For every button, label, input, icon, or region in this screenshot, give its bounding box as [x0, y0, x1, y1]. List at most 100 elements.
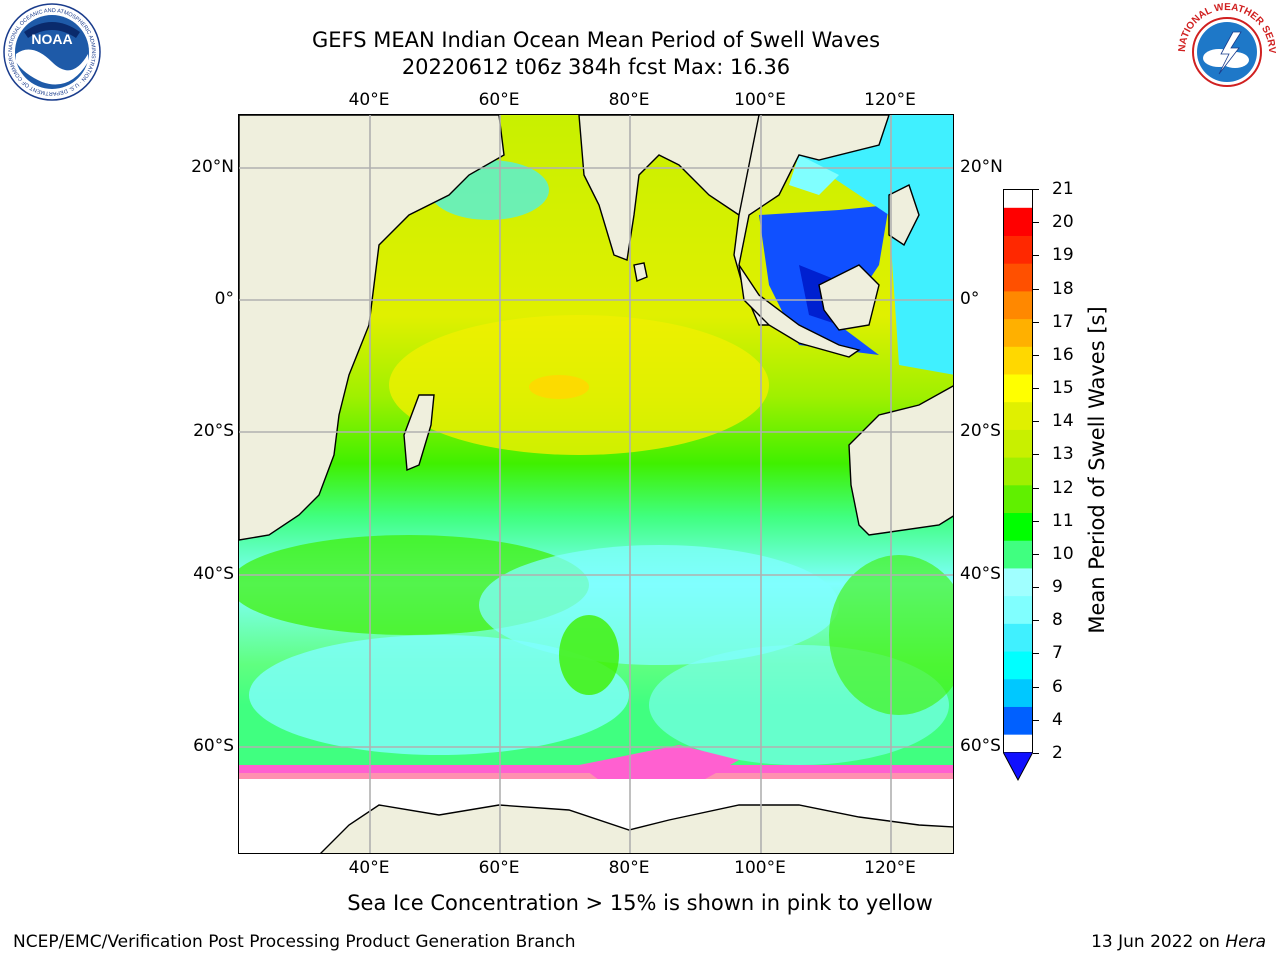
colorbar-segment [1004, 484, 1032, 514]
colorbar-tick-mark [1033, 587, 1039, 589]
colorbar-tick-label: 16 [1052, 344, 1074, 365]
colorbar-tick-label: 12 [1052, 477, 1074, 498]
lat-label-left: 20°N [191, 157, 234, 177]
colorbar-tick-mark [1033, 189, 1039, 190]
colorbar-segment [1004, 374, 1032, 403]
colorbar-segment [1004, 346, 1032, 375]
colorbar-tick-label: 7 [1052, 643, 1063, 664]
lon-label-top: 120°E [864, 90, 916, 110]
colorbar-tick-mark [1033, 354, 1039, 356]
colorbar-tick-label: 18 [1052, 278, 1074, 299]
map-subtitle: 20220612 t06z 384h fcst Max: 16.36 [401, 55, 791, 79]
colorbar-tick-mark [1033, 288, 1039, 290]
swell-patch-cyan [799, 115, 953, 375]
colorbar-tick-mark [1033, 620, 1039, 622]
colorbar [1003, 189, 1033, 753]
colorbar-tick-label: 20 [1052, 212, 1074, 233]
swell-patch-cyan [249, 635, 629, 755]
colorbar-tick-mark [1033, 321, 1039, 323]
lat-label-right: 40°S [960, 564, 1001, 584]
land-sumatra [738, 264, 861, 358]
colorbar-tick-mark [1033, 553, 1039, 555]
colorbar-segment [1004, 457, 1032, 486]
map-panel [238, 114, 954, 854]
colorbar-label: Mean Period of Swell Waves [s] [1085, 306, 1109, 634]
land-borneo [818, 264, 880, 331]
colorbar-segment [1004, 290, 1032, 320]
colorbar-segment [1004, 567, 1032, 597]
grid-lines [239, 115, 953, 853]
colorbar-tick-label: 4 [1052, 709, 1063, 730]
swell-patch-green [559, 615, 619, 695]
colorbar-tick-label: 8 [1052, 610, 1063, 631]
map-title: GEFS MEAN Indian Ocean Mean Period of Sw… [311, 28, 881, 52]
footer-date-text: 13 Jun 2022 on [1091, 932, 1220, 952]
colorbar-segment [1004, 706, 1032, 735]
lon-label-bottom: 40°E [348, 858, 390, 878]
lon-label-top: 60°E [478, 90, 520, 110]
colorbar-tick-mark [1033, 653, 1039, 655]
colorbar-tick-label: 2 [1052, 743, 1063, 763]
lat-label-left: 20°S [193, 421, 234, 441]
colorbar-tick-mark [1033, 255, 1039, 257]
colorbar-tick-label: 10 [1052, 543, 1074, 564]
colorbar-extend-triangle [1003, 752, 1033, 782]
colorbar-tick-mark [1033, 421, 1039, 423]
colorbar-tick-mark [1033, 487, 1039, 489]
colorbar-tick-mark [1033, 686, 1039, 688]
lon-label-bottom: 80°E [608, 858, 650, 878]
sea-ice-caption: Sea Ice Concentration > 15% is shown in … [0, 891, 1280, 915]
lat-label-left: 0° [214, 289, 234, 309]
colorbar-tick-label: 21 [1052, 179, 1074, 199]
lat-label-right: 0° [960, 289, 980, 309]
colorbar-tick-label: 13 [1052, 444, 1074, 465]
colorbar-segment [1004, 429, 1032, 458]
colorbar-tick-mark [1033, 454, 1039, 456]
colorbar-tick-mark [1033, 753, 1039, 754]
swell-period-map [239, 115, 953, 853]
footer-credit: NCEP/EMC/Verification Post Processing Pr… [13, 932, 576, 952]
colorbar-segment [1004, 235, 1032, 264]
lon-label-top: 100°E [734, 90, 786, 110]
colorbar-segment [1004, 651, 1032, 680]
swell-patch-orange [529, 375, 589, 399]
colorbar-tick-mark [1033, 719, 1039, 721]
colorbar-tick-label: 11 [1052, 510, 1074, 531]
nws-logo: NATIONAL WEATHER SERVICE [1177, 2, 1277, 100]
lat-label-left: 40°S [193, 564, 234, 584]
colorbar-segment [1004, 512, 1032, 541]
colorbar-tick-label: 15 [1052, 378, 1074, 399]
colorbar-tick-label: 17 [1052, 311, 1074, 332]
colorbar-segment [1004, 207, 1032, 236]
colorbar-segment [1004, 401, 1032, 430]
colorbar-segment [1004, 678, 1032, 707]
lon-label-top: 80°E [608, 90, 650, 110]
colorbar-tick-label: 6 [1052, 676, 1063, 697]
colorbar-segment [1004, 623, 1032, 652]
lon-label-bottom: 100°E [734, 858, 786, 878]
land-australia [848, 385, 953, 536]
colorbar-tick-label: 9 [1052, 577, 1063, 598]
footer-host: Hera [1225, 932, 1266, 952]
colorbar-segment [1004, 595, 1032, 624]
land-sri-lanka [633, 262, 648, 282]
lon-label-top: 40°E [348, 90, 390, 110]
noaa-logo-text: NOAA [31, 31, 72, 47]
lat-label-right: 20°N [960, 157, 1003, 177]
lon-label-bottom: 120°E [864, 858, 916, 878]
land-philippines [888, 184, 920, 247]
colorbar-tick-mark [1033, 388, 1039, 390]
swell-patch-cyan [789, 155, 839, 195]
colorbar-tick-mark [1033, 222, 1039, 224]
sea-ice-caption-text: Sea Ice Concentration > 15% is shown in … [347, 891, 933, 915]
colorbar-tick-label: 14 [1052, 411, 1074, 432]
noaa-logo: NOAA NATIONAL OCEANIC AND ATMOSPHERIC AD… [2, 2, 101, 101]
colorbar-segment [1004, 263, 1032, 292]
land-antarctica [320, 804, 953, 853]
lon-label-bottom: 60°E [478, 858, 520, 878]
colorbar-segment [1004, 318, 1032, 347]
colorbar-tick-label: 19 [1052, 245, 1074, 266]
lat-label-left: 60°S [193, 736, 234, 756]
colorbar-segment [1004, 540, 1032, 569]
footer-date: 13 Jun 2022 on Hera [1091, 932, 1266, 952]
